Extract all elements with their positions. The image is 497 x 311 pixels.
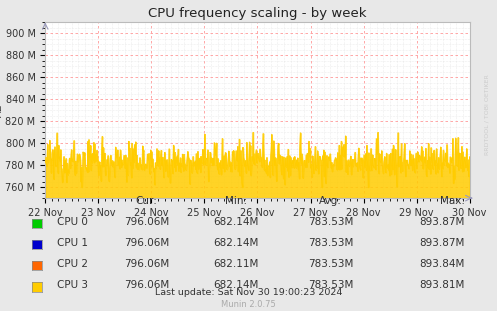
- Text: 682.11M: 682.11M: [213, 259, 259, 269]
- Text: 783.53M: 783.53M: [308, 280, 353, 290]
- Text: 783.53M: 783.53M: [308, 238, 353, 248]
- Y-axis label: Hz: Hz: [0, 103, 2, 117]
- Text: Max:: Max:: [440, 196, 465, 206]
- Title: CPU frequency scaling - by week: CPU frequency scaling - by week: [148, 7, 367, 20]
- Text: 682.14M: 682.14M: [213, 280, 259, 290]
- Text: Avg:: Avg:: [319, 196, 342, 206]
- Text: 682.14M: 682.14M: [213, 217, 259, 227]
- Text: CPU 2: CPU 2: [57, 259, 88, 269]
- Text: 783.53M: 783.53M: [308, 217, 353, 227]
- Text: CPU 3: CPU 3: [57, 280, 88, 290]
- Text: 893.87M: 893.87M: [419, 238, 465, 248]
- Text: 783.53M: 783.53M: [308, 259, 353, 269]
- Text: 893.84M: 893.84M: [419, 259, 465, 269]
- Text: Cur:: Cur:: [136, 196, 158, 206]
- Text: Last update: Sat Nov 30 19:00:23 2024: Last update: Sat Nov 30 19:00:23 2024: [155, 287, 342, 296]
- Text: Munin 2.0.75: Munin 2.0.75: [221, 300, 276, 309]
- Text: 796.06M: 796.06M: [124, 280, 169, 290]
- Text: 893.87M: 893.87M: [419, 217, 465, 227]
- Text: 796.06M: 796.06M: [124, 217, 169, 227]
- Text: RRDTOOL / TOBI OETIKER: RRDTOOL / TOBI OETIKER: [485, 75, 490, 156]
- Text: 893.81M: 893.81M: [419, 280, 465, 290]
- Text: 682.14M: 682.14M: [213, 238, 259, 248]
- Text: 796.06M: 796.06M: [124, 238, 169, 248]
- Text: CPU 0: CPU 0: [57, 217, 88, 227]
- Text: CPU 1: CPU 1: [57, 238, 88, 248]
- Text: 796.06M: 796.06M: [124, 259, 169, 269]
- Text: Min:: Min:: [225, 196, 247, 206]
